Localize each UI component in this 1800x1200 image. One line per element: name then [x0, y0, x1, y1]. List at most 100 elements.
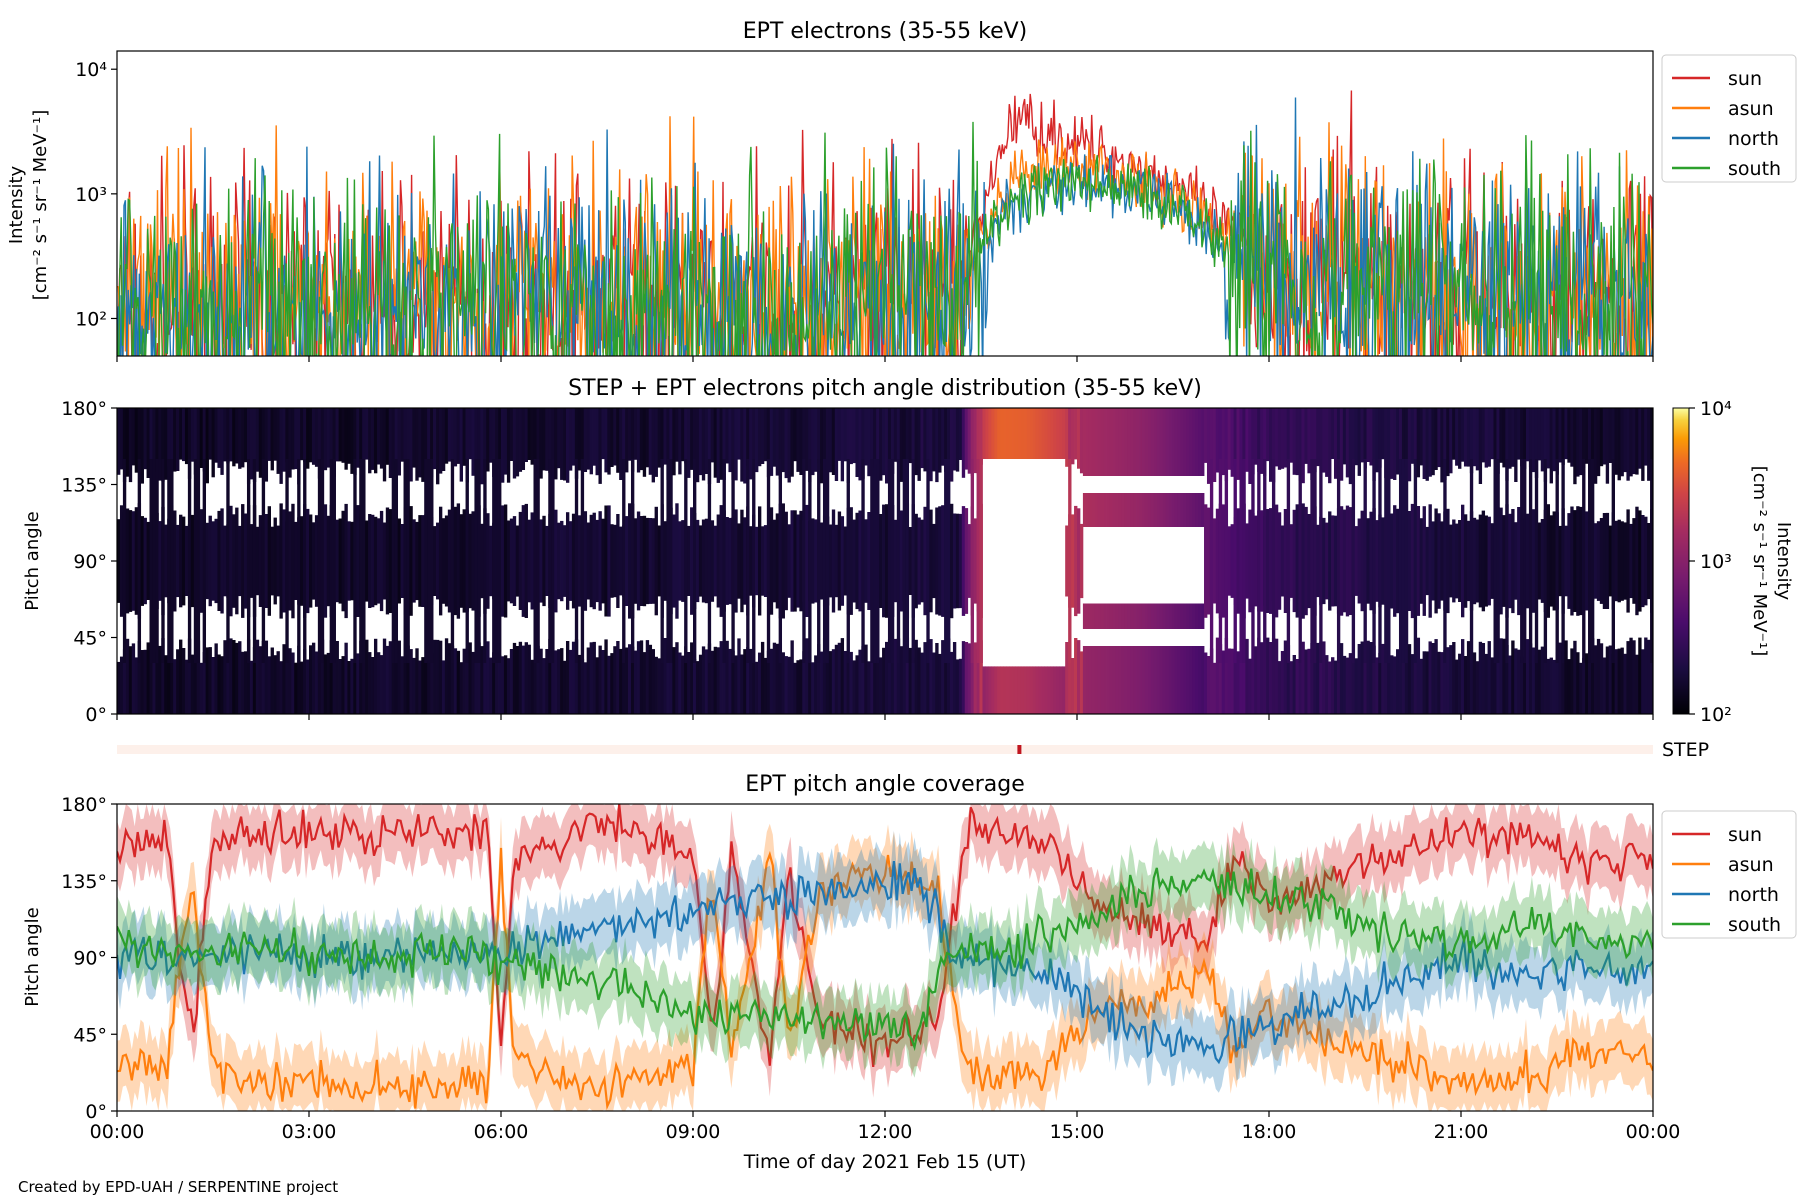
heatmap-cell	[979, 408, 983, 465]
heatmap-cell	[1251, 661, 1255, 714]
heatmap-cell	[1127, 493, 1131, 527]
heatmap-cell	[1313, 649, 1317, 714]
colorbar-label-line1: Intensity	[1773, 522, 1794, 601]
heatmap-cell	[1523, 408, 1527, 469]
heatmap-cell	[828, 651, 833, 714]
heatmap-cell	[1074, 408, 1078, 460]
heatmap-cell	[843, 651, 847, 714]
heatmap-cell	[1006, 408, 1010, 459]
heatmap-cell	[1144, 408, 1149, 476]
heatmap-cell	[1168, 603, 1172, 629]
heatmap-cell	[1558, 408, 1562, 463]
heatmap-cell	[501, 505, 505, 617]
heatmap-cell	[1118, 493, 1122, 527]
heatmap-cell	[1286, 459, 1291, 663]
heatmap-cell	[775, 643, 780, 714]
heatmap-cell	[695, 661, 700, 714]
heatmap-cell	[161, 638, 165, 714]
heatmap-cell	[291, 652, 295, 714]
heatmap-cell	[899, 510, 904, 612]
heatmap-cell	[1094, 646, 1099, 714]
heatmap-cell	[571, 641, 576, 714]
heatmap-cell	[220, 656, 224, 714]
heatmap-cell	[1472, 408, 1477, 467]
heatmap-cell	[678, 521, 682, 601]
heatmap-cell	[1047, 666, 1051, 714]
heatmap-cell	[982, 408, 986, 459]
heatmap-cell	[492, 408, 496, 477]
heatmap-cell	[1534, 408, 1539, 478]
heatmap-cell	[1014, 408, 1019, 459]
heatmap-cell	[737, 638, 741, 714]
heatmap-cell	[1144, 603, 1149, 629]
heatmap-cell	[852, 660, 856, 714]
heatmap-cell	[867, 661, 871, 714]
heatmap-cell	[441, 408, 446, 471]
heatmap-cell	[1549, 515, 1553, 607]
heatmap-cell	[1378, 408, 1382, 468]
heatmap-cell	[382, 522, 387, 600]
heatmap-cell	[929, 639, 933, 714]
heatmap-cell	[926, 642, 930, 714]
heatmap-cell	[1590, 408, 1595, 481]
heatmap-cell	[1452, 408, 1456, 460]
heatmap-cell	[763, 408, 768, 462]
heatmap-cell	[1130, 408, 1134, 476]
heatmap-cell	[498, 459, 502, 663]
heatmap-cell	[1109, 493, 1113, 527]
y-tick-label: 90°	[73, 948, 107, 970]
heatmap-cell	[766, 650, 771, 714]
heatmap-cell	[1351, 408, 1356, 470]
heatmap-cell	[834, 524, 839, 598]
heatmap-cell	[1130, 493, 1134, 527]
legend-label-south: south	[1728, 158, 1781, 180]
heatmap-cell	[1254, 646, 1258, 714]
heatmap-cell	[610, 408, 614, 467]
heatmap-cell	[382, 408, 387, 482]
heatmap-cell	[202, 408, 207, 472]
heatmap-cell	[379, 655, 384, 714]
heatmap-cell	[1561, 459, 1565, 663]
heatmap-cell	[793, 510, 797, 612]
heatmap-cell	[288, 408, 292, 478]
heatmap-cell	[1375, 657, 1379, 714]
heatmap-cell	[252, 647, 257, 714]
heatmap-cell	[1333, 515, 1338, 607]
heatmap-cell	[885, 504, 889, 618]
heatmap-cell	[450, 408, 455, 461]
heatmap-cell	[140, 408, 144, 484]
heatmap-cell	[1118, 408, 1122, 476]
heatmap-cell	[306, 659, 310, 714]
heatmap-cell	[923, 506, 927, 616]
heatmap-cell	[418, 515, 422, 607]
heatmap-cell	[846, 459, 850, 663]
heatmap-cell	[193, 408, 198, 475]
heatmap-cell	[1298, 459, 1302, 663]
heatmap-cell	[335, 519, 339, 603]
heatmap-cell	[1224, 408, 1229, 482]
heatmap-cell	[1186, 646, 1190, 714]
heatmap-cell	[725, 640, 729, 714]
heatmap-cell	[1192, 646, 1196, 714]
heatmap-cell	[1336, 662, 1341, 714]
heatmap-cell	[571, 513, 576, 609]
heatmap-cell	[781, 503, 785, 619]
heatmap-cell	[400, 408, 404, 462]
heatmap-cell	[1074, 505, 1078, 617]
heatmap-cell	[970, 408, 975, 476]
heatmap-cell	[433, 639, 437, 714]
legend-label-asun: asun	[1728, 98, 1774, 120]
heatmap-cell	[238, 408, 242, 469]
heatmap-cell	[574, 459, 579, 663]
heatmap-cell	[244, 513, 248, 609]
panel3-plot-area	[117, 804, 1653, 1111]
heatmap-cell	[1419, 408, 1423, 466]
heatmap-cell	[1333, 660, 1338, 714]
heatmap-cell	[515, 646, 520, 714]
heatmap-cell	[261, 459, 266, 663]
heatmap-cell	[1375, 408, 1379, 473]
heatmap-cell	[128, 510, 133, 612]
heatmap-cell	[344, 408, 348, 470]
heatmap-cell	[1458, 653, 1462, 714]
